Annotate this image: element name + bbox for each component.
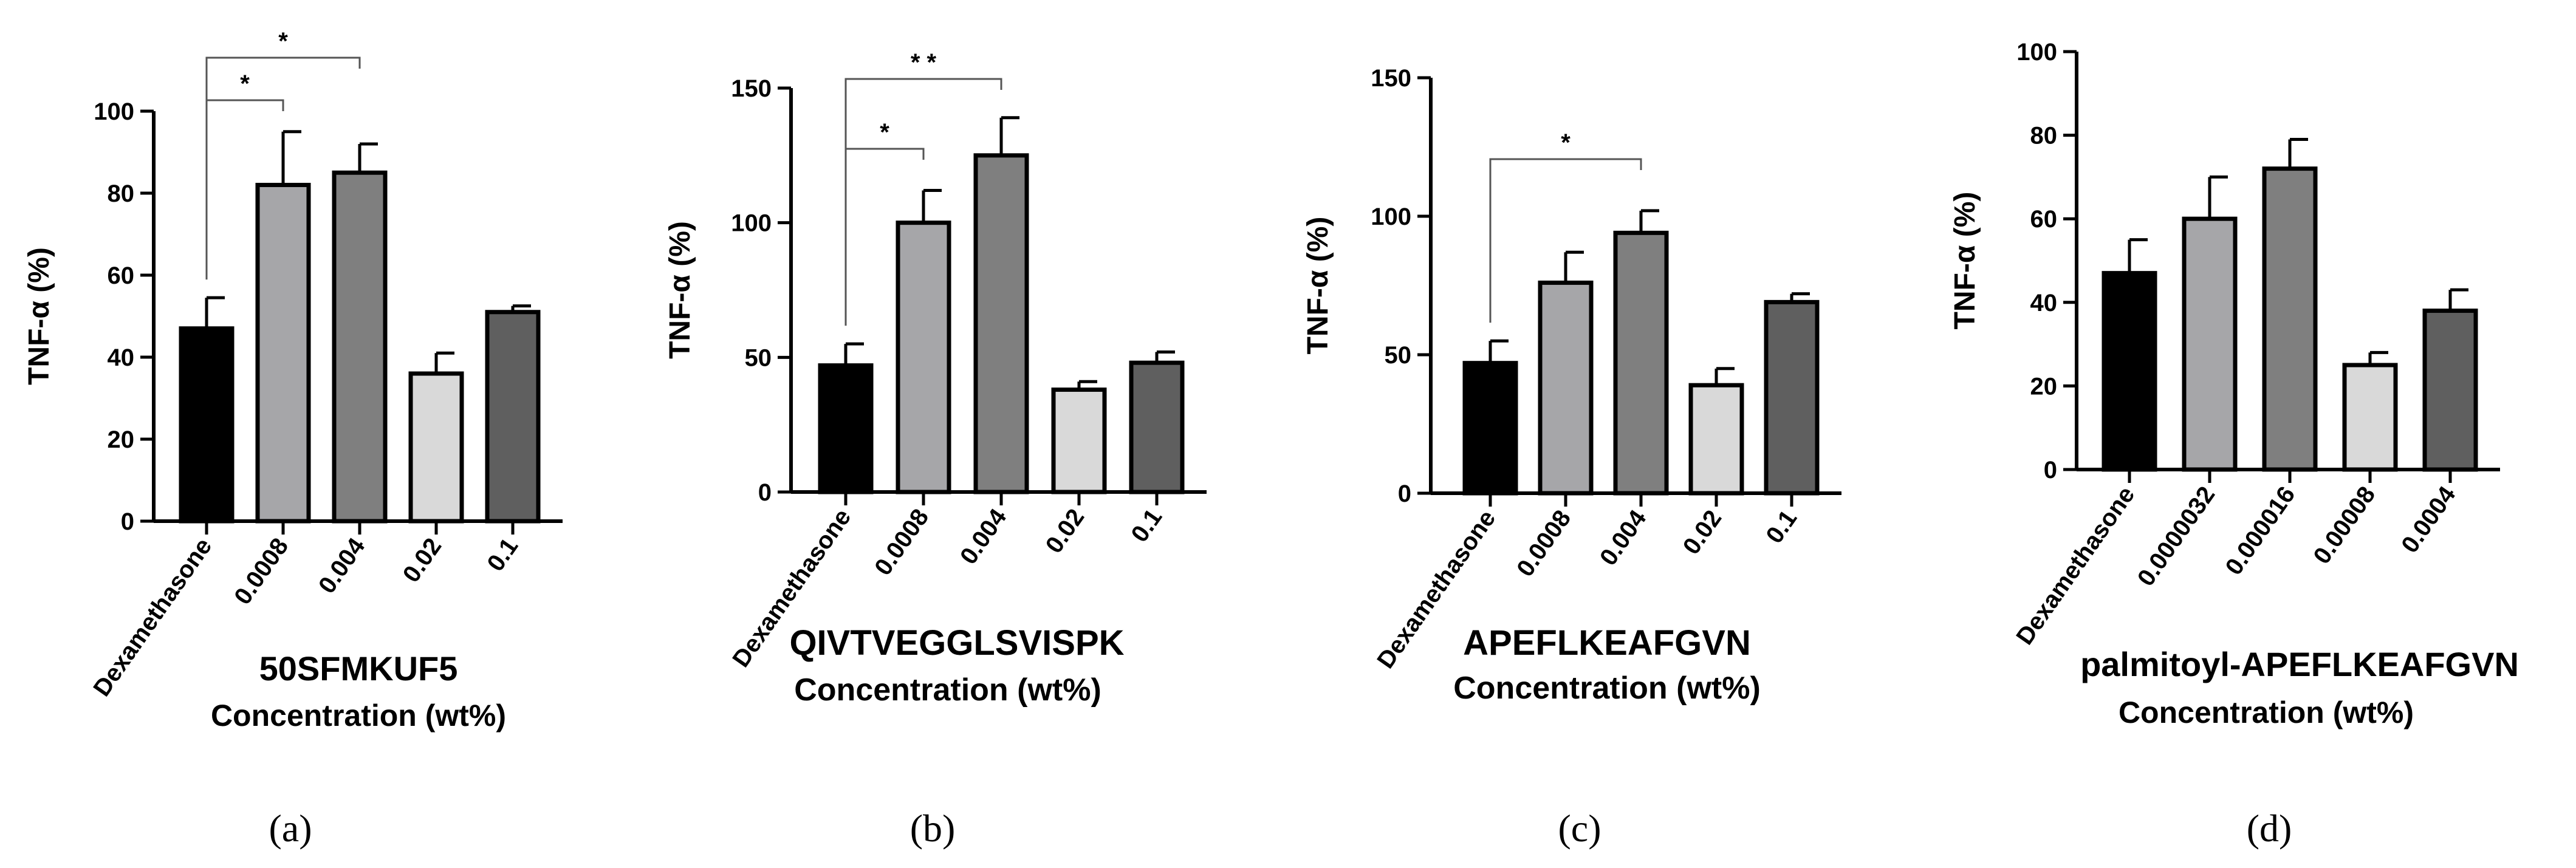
y-axis-title: TNF-α (%) — [1302, 217, 1334, 355]
bar — [1613, 230, 1669, 496]
y-axis-title: TNF-α (%) — [23, 247, 55, 385]
y-tick-label: 0 — [2044, 457, 2057, 484]
y-tick-label: 0 — [1398, 480, 1411, 507]
x-tick-label: 0.0000032 — [2132, 482, 2221, 591]
bar — [2422, 309, 2478, 472]
significance-label: * — [880, 119, 889, 146]
bar — [255, 183, 311, 524]
bar — [1129, 360, 1185, 494]
x-tick-label: 0.0008 — [1512, 505, 1576, 581]
y-tick-label: 100 — [731, 210, 772, 237]
y-tick-label: 40 — [2030, 290, 2058, 316]
y-tick-label: 150 — [1371, 65, 1411, 92]
x-tick-label: 0.1 — [482, 533, 523, 576]
significance-bracket — [1489, 158, 1642, 323]
bar — [1051, 388, 1107, 494]
y-tick-label: 60 — [108, 262, 135, 289]
y-tick-label: 50 — [1385, 342, 1412, 369]
significance-bracket — [205, 56, 361, 280]
y-tick-label: 20 — [108, 426, 135, 453]
panel-label: (c) — [1558, 807, 1601, 850]
y-tick-label: 100 — [94, 98, 134, 125]
bar — [1462, 361, 1518, 496]
x-tick-label: 0.0008 — [229, 533, 293, 609]
bar — [408, 371, 464, 524]
x-tick-label: 0.02 — [398, 533, 447, 587]
panel-a: 0 20 40 60 80 100 TNF-α (%) Dexamethasone 0.0008… — [23, 28, 563, 850]
y-tick-label: 80 — [2030, 123, 2058, 149]
y-tick-label: 100 — [1371, 203, 1411, 230]
y-axis-title: TNF-α (%) — [664, 221, 696, 359]
bar — [2342, 363, 2398, 472]
bar — [2262, 166, 2318, 472]
bar — [896, 220, 951, 494]
chart-title: palmitoyl-APEFLKEAFGVN — [2080, 645, 2519, 683]
bar — [1688, 383, 1744, 496]
panel-label: (a) — [269, 807, 312, 850]
panel-label: (b) — [910, 807, 956, 850]
y-tick-label: 150 — [731, 75, 772, 102]
significance-label: * * — [911, 49, 937, 76]
chart-title: QIVTVEGGLSVISPK — [789, 623, 1124, 663]
x-tick-label: 0.004 — [955, 504, 1012, 569]
x-tick-label: Dexamethasone — [2011, 482, 2140, 650]
x-tick-label: 0.004 — [1595, 505, 1652, 570]
bar — [1764, 299, 1820, 496]
y-tick-label: 60 — [2030, 206, 2058, 233]
x-tick-label: 0.0008 — [869, 504, 934, 580]
y-tick-label: 100 — [2016, 39, 2057, 66]
significance-bracket — [844, 78, 1002, 326]
x-tick-label: 0.02 — [1678, 505, 1727, 559]
x-axis-title: Concentration (wt%) — [1453, 671, 1761, 706]
x-tick-label: 0.1 — [1761, 505, 1802, 548]
panel-label: (d) — [2247, 807, 2292, 850]
y-tick-label: 0 — [758, 479, 772, 506]
significance-label: * — [278, 28, 288, 55]
y-tick-label: 80 — [108, 180, 135, 207]
y-tick-label: 0 — [121, 508, 134, 535]
x-tick-label: 0.000016 — [2221, 482, 2301, 580]
y-tick-label: 20 — [2030, 373, 2058, 400]
x-axis-title: Concentration (wt%) — [2119, 695, 2414, 730]
x-tick-label: 0.00008 — [2308, 482, 2380, 569]
chart-title: APEFLKEAFGVN — [1463, 623, 1751, 663]
y-tick-label: 40 — [108, 344, 135, 371]
bar — [485, 310, 541, 524]
bar — [2102, 271, 2157, 472]
chart-title: 50SFMKUF5 — [259, 649, 458, 688]
x-tick-label: 0.02 — [1041, 504, 1090, 558]
bar — [1538, 280, 1594, 496]
bar — [973, 153, 1029, 494]
bar — [179, 326, 235, 524]
y-tick-label: 50 — [745, 344, 772, 371]
bar — [2182, 216, 2238, 472]
significance-label: * — [240, 70, 250, 97]
x-axis-title: Concentration (wt%) — [794, 672, 1101, 708]
x-tick-label: 0.004 — [313, 533, 371, 598]
x-tick-label: 0.1 — [1126, 504, 1167, 547]
bar — [818, 363, 874, 494]
bar — [332, 170, 388, 524]
significance-label: * — [1561, 129, 1571, 156]
y-axis-title: TNF-α (%) — [1949, 192, 1981, 330]
x-tick-label: 0.0004 — [2396, 481, 2461, 558]
x-tick-label: Dexamethasone — [88, 533, 217, 702]
x-axis-title: Concentration (wt%) — [211, 699, 506, 733]
